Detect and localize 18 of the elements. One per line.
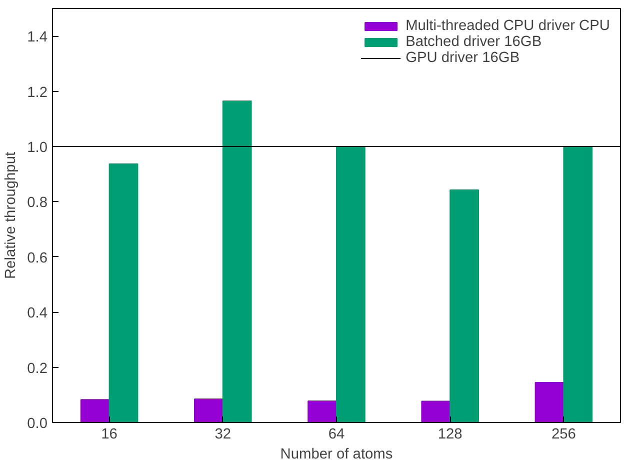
y-tick-label: 0.0 xyxy=(27,416,48,432)
x-tick-label: 32 xyxy=(214,426,232,442)
y-tick-label: 1.4 xyxy=(27,30,48,46)
y-tick-label: 0.8 xyxy=(27,195,48,212)
legend-label: Multi-threaded CPU driver CPU xyxy=(406,18,610,34)
y-tick-label: 0.2 xyxy=(27,360,48,377)
legend-label: Batched driver 16GB xyxy=(406,34,542,50)
y-tick-label: 0.6 xyxy=(27,250,48,266)
x-axis-title: Number of atoms xyxy=(280,446,393,462)
y-tick-label: 0.4 xyxy=(27,306,48,322)
x-tick-label: 128 xyxy=(438,426,462,442)
x-tick-label: 16 xyxy=(101,426,118,442)
y-tick-label: 1.2 xyxy=(27,84,48,101)
y-axis-title: Relative throughput xyxy=(3,152,20,280)
x-tick-label: 256 xyxy=(551,426,576,442)
x-tick-label: 64 xyxy=(328,426,345,442)
legend-label: GPU driver 16GB xyxy=(406,50,520,66)
y-tick-label: 1.0 xyxy=(27,140,48,156)
